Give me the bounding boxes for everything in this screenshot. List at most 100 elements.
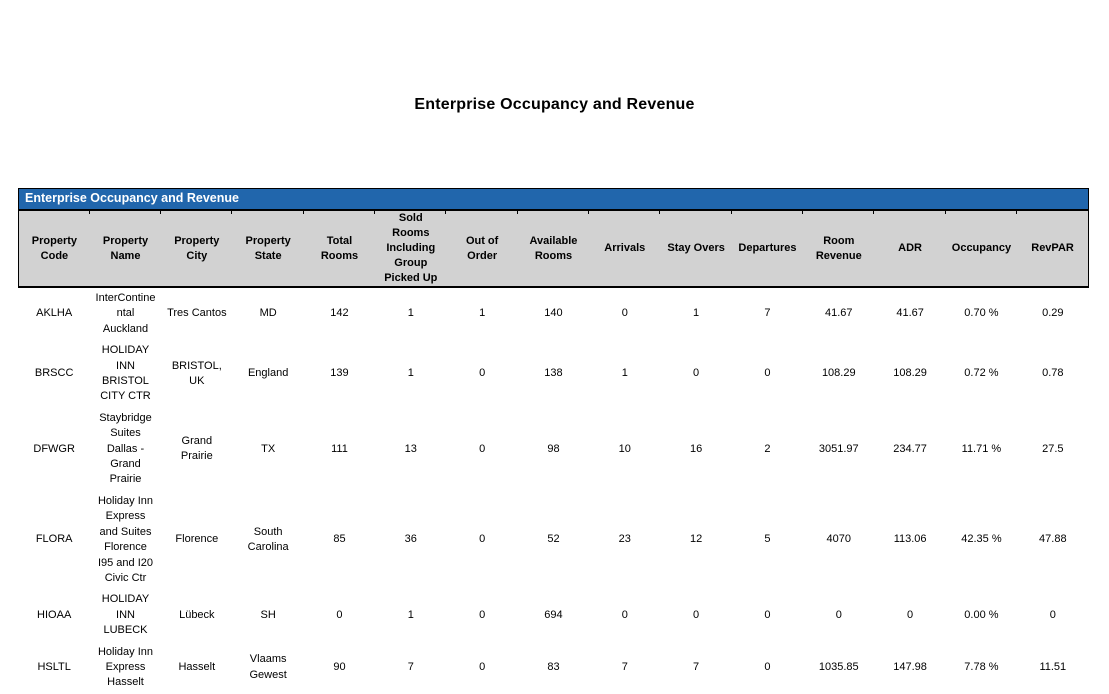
table-band-title: Enterprise Occupancy and Revenue: [18, 188, 1089, 210]
table-header: Property Code Property Name Property Cit…: [17, 210, 1090, 288]
cell-property-code: DFWGR: [33, 442, 75, 455]
cell-available-rooms: 83: [547, 660, 560, 673]
column-header-property-state: Property State: [231, 210, 304, 288]
column-header-property-code: Property Code: [17, 210, 90, 288]
cell-stay-overs: 0: [693, 608, 700, 621]
cell-stay-overs: 0: [693, 367, 700, 380]
cell-room-revenue: 0: [835, 608, 842, 621]
cell-stay-overs: 7: [693, 660, 700, 673]
cell-departures: 0: [764, 367, 771, 380]
cell-property-code: HIOAA: [37, 608, 72, 621]
cell-adr: 41.67: [896, 307, 924, 320]
column-header-available-rooms: Available Rooms: [516, 210, 590, 288]
cell-arrivals: 10: [618, 442, 631, 455]
cell-property-state: England: [247, 367, 289, 380]
cell-occupancy: 42.35 %: [961, 533, 1002, 546]
table-row: HIOAA HOLIDAY INN LUBECK Lübeck SH 0 1 0…: [19, 589, 1089, 641]
cell-arrivals: 23: [618, 533, 631, 546]
cell-sold-rooms: 1: [407, 307, 414, 320]
table-row: BRSCC HOLIDAY INN BRISTOL CITY CTR BRIST…: [19, 340, 1089, 408]
cell-property-code: AKLHA: [36, 307, 73, 320]
cell-property-code: HSLTL: [37, 660, 71, 673]
cell-occupancy: 11.71 %: [961, 442, 1002, 455]
cell-property-city: Tres Cantos: [167, 307, 227, 320]
cell-adr: 113.06: [893, 533, 927, 546]
cell-sold-rooms: 1: [407, 367, 414, 380]
cell-out-of-order: 0: [479, 608, 486, 621]
occupancy-revenue-table: Property Code Property Name Property Cit…: [17, 210, 1090, 694]
column-header-adr: ADR: [873, 210, 946, 288]
header-row: Property Code Property Name Property Cit…: [17, 210, 1090, 288]
cell-available-rooms: 138: [544, 367, 563, 380]
report-title: Enterprise Occupancy and Revenue: [414, 96, 695, 113]
cell-stay-overs: 16: [689, 442, 703, 455]
cell-stay-overs: 12: [689, 533, 703, 546]
cell-property-name: HOLIDAY INN LUBECK: [101, 593, 150, 637]
cell-occupancy: 0.00 %: [964, 608, 999, 621]
cell-revpar: 11.51: [1039, 660, 1067, 673]
cell-available-rooms: 98: [547, 442, 560, 455]
cell-out-of-order: 1: [479, 307, 486, 320]
table-row: DFWGR Staybridge Suites Dallas - Grand P…: [19, 408, 1089, 491]
table-row: AKLHA InterContine ntal Auckland Tres Ca…: [19, 287, 1089, 340]
column-header-total-rooms: Total Rooms: [302, 210, 376, 288]
cell-adr: 234.77: [893, 442, 927, 455]
cell-property-city: Grand Prairie: [180, 434, 213, 463]
cell-occupancy: 0.72 %: [964, 367, 999, 380]
cell-property-state: South Carolina: [247, 525, 289, 554]
cell-property-name: InterContine ntal Auckland: [95, 292, 156, 335]
cell-adr: 0: [907, 608, 914, 621]
report-table-container: Enterprise Occupancy and Revenue Propert…: [17, 188, 1090, 694]
cell-property-code: FLORA: [35, 533, 73, 546]
cell-property-state: MD: [259, 307, 277, 320]
cell-room-revenue: 108.29: [821, 367, 856, 380]
cell-room-revenue: 3051.97: [818, 442, 859, 455]
column-header-revpar: RevPAR: [1016, 210, 1090, 288]
cell-available-rooms: 694: [544, 608, 563, 621]
cell-available-rooms: 52: [547, 533, 560, 546]
cell-property-name: HOLIDAY INN BRISTOL CITY CTR: [100, 344, 151, 403]
column-header-out-of-order: Out of Order: [445, 210, 518, 288]
cell-revpar: 27.5: [1042, 442, 1064, 455]
cell-total-rooms: 0: [336, 608, 343, 621]
cell-occupancy: 0.70 %: [964, 307, 999, 320]
cell-room-revenue: 4070: [826, 533, 852, 546]
column-header-departures: Departures: [730, 210, 804, 288]
cell-total-rooms: 139: [330, 367, 349, 380]
cell-arrivals: 0: [621, 608, 628, 621]
cell-property-city: BRISTOL, UK: [171, 359, 222, 388]
cell-out-of-order: 0: [479, 442, 486, 455]
cell-room-revenue: 1035.85: [818, 660, 859, 673]
cell-sold-rooms: 1: [407, 608, 414, 621]
cell-out-of-order: 0: [479, 533, 486, 546]
column-header-occupancy: Occupancy: [944, 210, 1018, 288]
cell-property-city: Florence: [175, 533, 219, 546]
table-row: FLORA Holiday Inn Express and Suites Flo…: [19, 491, 1089, 589]
cell-property-state: Vlaams Gewest: [249, 653, 287, 681]
column-header-property-city: Property City: [160, 210, 233, 288]
cell-revpar: 47.88: [1039, 533, 1067, 546]
cell-departures: 0: [764, 660, 771, 673]
cell-occupancy: 7.78 %: [964, 660, 999, 673]
column-header-stay-overs: Stay Overs: [659, 210, 732, 288]
cell-property-code: BRSCC: [34, 367, 74, 380]
cell-property-state: TX: [261, 442, 276, 455]
cell-property-city: Lübeck: [179, 608, 215, 621]
column-header-arrivals: Arrivals: [588, 210, 661, 288]
cell-out-of-order: 0: [479, 367, 486, 380]
cell-departures: 0: [764, 608, 771, 621]
cell-property-city: Hasselt: [178, 660, 216, 673]
cell-property-name: Holiday Inn Express and Suites Florence …: [97, 494, 154, 584]
column-header-sold-rooms: Sold Rooms Including Group Picked Up: [374, 210, 447, 288]
column-header-property-name: Property Name: [88, 210, 162, 288]
cell-sold-rooms: 7: [407, 660, 414, 673]
cell-sold-rooms: 36: [404, 533, 417, 546]
cell-property-name: Holiday Inn Express Hasselt: [97, 645, 154, 689]
cell-total-rooms: 90: [333, 660, 346, 673]
cell-sold-rooms: 13: [404, 442, 417, 455]
cell-total-rooms: 85: [333, 533, 346, 546]
cell-arrivals: 1: [621, 367, 628, 380]
cell-property-name: Staybridge Suites Dallas - Grand Prairie: [99, 411, 152, 486]
cell-arrivals: 7: [621, 660, 628, 673]
cell-out-of-order: 0: [479, 660, 486, 673]
